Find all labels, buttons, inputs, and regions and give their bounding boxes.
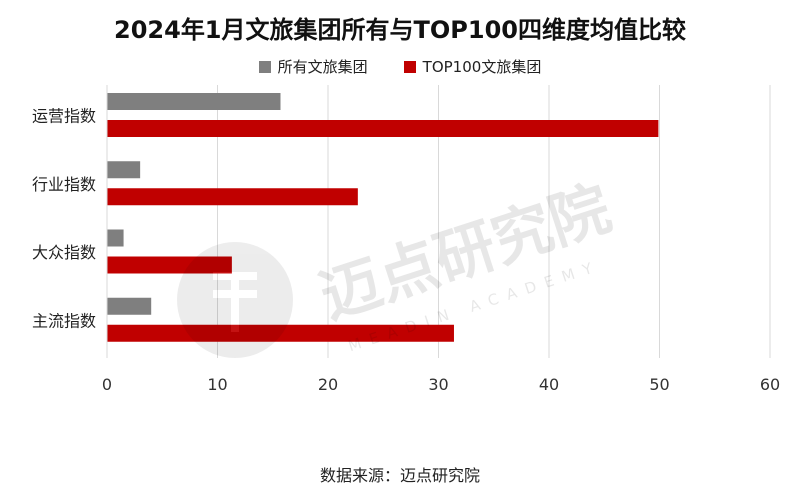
bar-all xyxy=(107,161,141,179)
bar-top100 xyxy=(107,120,659,137)
category-label: 行业指数 xyxy=(32,175,96,194)
legend-item-top100: TOP100文旅集团 xyxy=(403,56,542,77)
x-tick-label: 20 xyxy=(318,375,338,394)
legend: 所有文旅集团 TOP100文旅集团 xyxy=(0,56,800,77)
category-label: 运营指数 xyxy=(32,107,96,126)
x-tick-label: 10 xyxy=(207,375,227,394)
category-label: 主流指数 xyxy=(32,311,96,330)
x-tick-label: 60 xyxy=(760,375,780,394)
x-tick-label: 40 xyxy=(539,375,559,394)
bar-top100 xyxy=(107,256,232,274)
chart-title: 2024年1月文旅集团所有与TOP100四维度均值比较 xyxy=(114,16,686,44)
legend-label-all: 所有文旅集团 xyxy=(277,58,368,76)
bar-all xyxy=(107,297,152,315)
x-tick-label: 50 xyxy=(649,375,669,394)
x-tick-label: 30 xyxy=(428,375,448,394)
bar-all xyxy=(107,93,281,110)
bar-all xyxy=(107,229,124,247)
bar-top100 xyxy=(107,188,358,206)
legend-label-top100: TOP100文旅集团 xyxy=(422,58,542,76)
bar-top100 xyxy=(107,324,454,342)
legend-swatch-all xyxy=(258,60,271,73)
category-label: 大众指数 xyxy=(32,243,96,262)
legend-item-all: 所有文旅集团 xyxy=(258,56,368,77)
source-note: 数据来源：迈点研究院 xyxy=(319,466,480,485)
x-tick-label: 0 xyxy=(102,375,112,394)
legend-swatch-top100 xyxy=(403,60,416,73)
